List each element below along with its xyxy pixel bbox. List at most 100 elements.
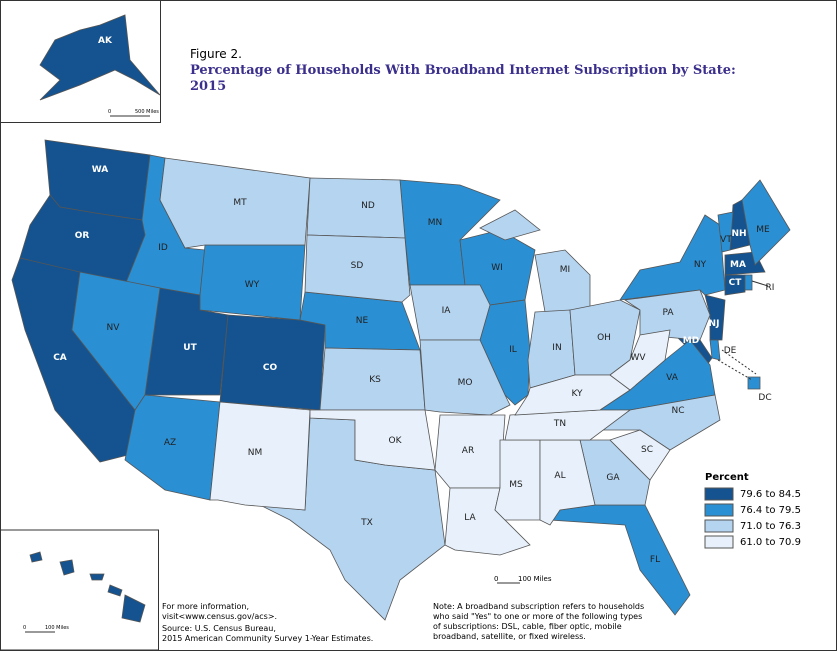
state-label: FL xyxy=(650,555,660,565)
state-label: PA xyxy=(662,308,674,318)
legend-swatch xyxy=(704,503,734,517)
note-text: of subscriptions: DSL, cable, fiber opti… xyxy=(433,622,622,631)
state-label: MS xyxy=(509,480,523,490)
state xyxy=(39,14,161,101)
hawaii-inset xyxy=(0,529,159,651)
state-label: WY xyxy=(245,280,260,290)
state-label: NY xyxy=(694,260,707,270)
state xyxy=(609,429,671,481)
state xyxy=(709,339,721,361)
state-label: OH xyxy=(597,333,611,343)
state-label: AR xyxy=(462,446,474,456)
state-label: SC xyxy=(641,445,653,455)
legend-label: 61.0 to 70.9 xyxy=(740,537,801,548)
state xyxy=(747,376,761,390)
state-label: OR xyxy=(75,231,90,241)
legend-label: 76.4 to 79.5 xyxy=(740,505,801,516)
figure-label: Figure 2. xyxy=(190,47,242,61)
scale-label: 0 xyxy=(23,625,26,631)
source: For more information, visit<www.census.g… xyxy=(162,602,373,643)
state xyxy=(741,179,791,266)
legend-swatch xyxy=(704,535,734,549)
legend-swatch xyxy=(704,519,734,533)
state-label: LA xyxy=(464,513,476,523)
state-label: VT xyxy=(720,235,732,245)
state xyxy=(309,409,436,471)
state-label: DE xyxy=(724,346,737,356)
state-label: CA xyxy=(53,353,67,363)
state xyxy=(89,573,105,581)
note-text: Note: A broadband subscription refers to… xyxy=(433,602,644,611)
state-label: NE xyxy=(356,316,369,326)
state xyxy=(29,551,43,563)
state-label: DC xyxy=(758,393,771,403)
title: 2015 xyxy=(190,79,226,94)
state-label: CO xyxy=(263,363,278,373)
source-text: Source: U.S. Census Bureau, xyxy=(162,624,276,633)
state-label: WV xyxy=(630,353,646,363)
state xyxy=(744,274,753,291)
state-label: NV xyxy=(107,323,121,333)
state-label: MD xyxy=(683,336,699,346)
legend-title: Percent xyxy=(705,472,749,483)
state-label: TX xyxy=(360,518,373,528)
dc-leader xyxy=(721,349,757,375)
state-label: ND xyxy=(361,201,375,211)
legend-swatch xyxy=(704,487,734,501)
legend: 79.6 to 84.5 76.4 to 79.5 71.0 to 76.3 61.0… xyxy=(704,487,801,549)
state xyxy=(609,329,671,391)
scale-label: 100 Miles xyxy=(45,625,69,631)
state-label: MT xyxy=(233,198,247,208)
state-label: GA xyxy=(606,473,620,483)
states xyxy=(11,14,791,623)
state xyxy=(623,289,711,341)
note-text: broadband, satellite, or fixed wireless. xyxy=(433,632,586,641)
state-label: VA xyxy=(666,373,679,383)
state-label: ID xyxy=(158,243,168,253)
scale-label: 0 xyxy=(494,575,498,583)
state-label: SD xyxy=(351,261,364,271)
state-label: KY xyxy=(571,389,583,399)
state-label: WI xyxy=(491,263,503,273)
state-label: NC xyxy=(671,406,684,416)
state-label: NJ xyxy=(709,319,720,329)
state xyxy=(306,177,406,239)
scale-label: 500 Miles xyxy=(135,109,159,115)
state-label: NH xyxy=(731,229,746,239)
state xyxy=(479,209,541,241)
dc-leader xyxy=(717,359,753,381)
state-label: TN xyxy=(553,419,566,429)
state-label: KS xyxy=(369,375,381,385)
state-label: OK xyxy=(389,436,403,446)
state-label: AK xyxy=(98,36,113,46)
state-label: IL xyxy=(509,345,517,355)
state-label: NM xyxy=(248,448,263,458)
state-label: AL xyxy=(554,471,565,481)
legend-label: 79.6 to 84.5 xyxy=(740,489,801,500)
state-label: MA xyxy=(730,260,746,270)
note: Note: A broadband subscription refers to… xyxy=(433,602,644,641)
state-label: HI xyxy=(85,593,96,603)
state xyxy=(534,249,591,313)
state-label: IN xyxy=(552,343,561,353)
state-label: ME xyxy=(756,225,770,235)
state xyxy=(717,211,734,253)
state xyxy=(107,584,123,597)
ri-leader xyxy=(751,280,769,287)
source-text: 2015 American Community Survey 1-Year Es… xyxy=(162,634,373,643)
state xyxy=(304,234,411,303)
state-label: IA xyxy=(442,306,452,316)
state-label: CT xyxy=(729,278,743,288)
state xyxy=(59,559,75,576)
state-label: RI xyxy=(766,283,775,293)
state xyxy=(419,339,511,416)
source-text: visit<www.census.gov/acs>. xyxy=(162,612,277,621)
scale-label: 0 xyxy=(108,109,111,115)
scale-label: 100 Miles xyxy=(518,575,552,583)
state xyxy=(121,594,146,623)
state-label: MN xyxy=(428,218,443,228)
note-text: who said "Yes" to one or more of the fol… xyxy=(433,612,642,621)
state-label: MI xyxy=(560,265,570,275)
title: Percentage of Households With Broadband … xyxy=(190,63,736,78)
